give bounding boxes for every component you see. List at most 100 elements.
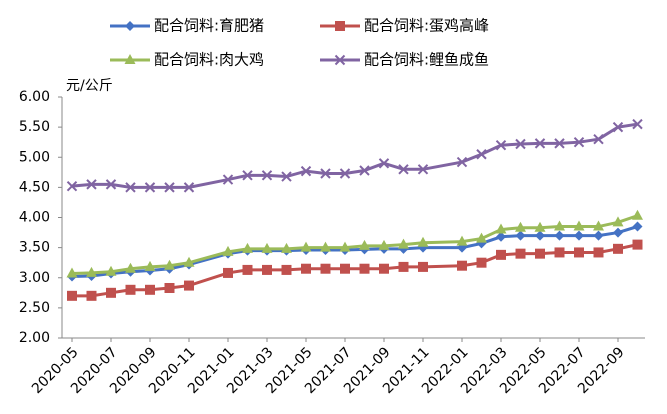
point bbox=[612, 216, 624, 227]
y-tick-label: 3.00 bbox=[19, 270, 50, 286]
point bbox=[378, 158, 390, 169]
point bbox=[398, 261, 409, 272]
legend-label: 配合饲料:鲤鱼成鱼 bbox=[364, 51, 489, 69]
point bbox=[515, 248, 526, 259]
point bbox=[457, 260, 467, 271]
point bbox=[106, 287, 116, 298]
point bbox=[495, 139, 507, 151]
point bbox=[144, 260, 156, 271]
point bbox=[261, 170, 273, 181]
y-tick-label: 5.00 bbox=[19, 149, 50, 165]
legend-marker bbox=[125, 21, 135, 31]
y-axis-label: 元/公斤 bbox=[66, 78, 113, 94]
point bbox=[359, 239, 370, 250]
point bbox=[554, 138, 565, 149]
point bbox=[183, 182, 195, 193]
point bbox=[495, 223, 507, 234]
point bbox=[613, 227, 623, 238]
point bbox=[320, 263, 331, 274]
point bbox=[164, 182, 175, 193]
point bbox=[339, 168, 351, 179]
legend-label: 配合饲料:蛋鸡高峰 bbox=[364, 17, 489, 35]
point bbox=[398, 238, 409, 249]
point bbox=[613, 243, 623, 254]
point bbox=[86, 290, 97, 301]
y-tick-label: 2.50 bbox=[19, 300, 50, 316]
point bbox=[417, 164, 429, 175]
y-tick-label: 5.50 bbox=[19, 119, 50, 135]
point bbox=[164, 259, 175, 270]
line bbox=[71, 214, 638, 276]
point bbox=[359, 263, 370, 274]
point bbox=[574, 230, 584, 241]
y-tick-label: 3.50 bbox=[19, 240, 50, 256]
point bbox=[476, 232, 487, 243]
point bbox=[183, 256, 195, 267]
point bbox=[378, 239, 390, 250]
point bbox=[496, 249, 506, 260]
point bbox=[534, 138, 546, 149]
point bbox=[320, 168, 331, 179]
point bbox=[164, 282, 175, 293]
point bbox=[86, 179, 97, 190]
point bbox=[125, 262, 136, 273]
point bbox=[144, 182, 156, 193]
point bbox=[242, 242, 253, 253]
point bbox=[359, 165, 370, 176]
point bbox=[320, 241, 331, 252]
y-tick-label: 2.00 bbox=[19, 330, 50, 346]
point bbox=[281, 242, 292, 253]
point bbox=[242, 264, 253, 275]
point bbox=[66, 180, 78, 192]
point bbox=[339, 241, 351, 252]
point bbox=[593, 247, 604, 258]
point bbox=[222, 245, 234, 256]
point bbox=[301, 263, 311, 274]
line bbox=[71, 225, 638, 279]
point bbox=[418, 261, 428, 272]
point bbox=[261, 242, 273, 253]
point bbox=[105, 265, 117, 276]
point bbox=[612, 121, 624, 133]
point bbox=[593, 220, 604, 231]
point bbox=[515, 221, 526, 232]
point bbox=[535, 248, 545, 259]
point bbox=[300, 165, 312, 177]
point bbox=[534, 221, 546, 232]
legend-marker bbox=[335, 21, 345, 31]
point bbox=[476, 257, 487, 268]
point bbox=[535, 230, 545, 241]
point bbox=[125, 182, 136, 193]
point bbox=[456, 235, 468, 246]
legend-marker bbox=[334, 54, 346, 66]
point bbox=[379, 263, 389, 274]
point bbox=[573, 220, 585, 231]
y-tick-label: 4.00 bbox=[19, 210, 50, 226]
legend-marker bbox=[124, 54, 136, 64]
legend-label: 配合饲料:育肥猪 bbox=[154, 17, 264, 35]
point bbox=[105, 179, 117, 190]
line bbox=[72, 243, 638, 298]
point bbox=[222, 174, 234, 185]
point bbox=[281, 171, 292, 182]
point bbox=[184, 280, 194, 291]
point bbox=[593, 133, 604, 145]
point bbox=[125, 284, 136, 295]
point bbox=[456, 156, 468, 168]
point bbox=[632, 209, 643, 220]
point bbox=[496, 231, 506, 242]
point bbox=[632, 118, 643, 130]
point bbox=[67, 290, 77, 301]
point bbox=[242, 170, 253, 181]
point bbox=[632, 239, 643, 250]
legend-label: 配合饲料:肉大鸡 bbox=[154, 51, 264, 69]
point bbox=[262, 264, 272, 275]
point bbox=[66, 267, 78, 278]
point bbox=[515, 138, 526, 150]
point bbox=[281, 264, 292, 275]
point bbox=[574, 247, 584, 258]
point bbox=[573, 136, 585, 148]
point bbox=[515, 230, 526, 241]
